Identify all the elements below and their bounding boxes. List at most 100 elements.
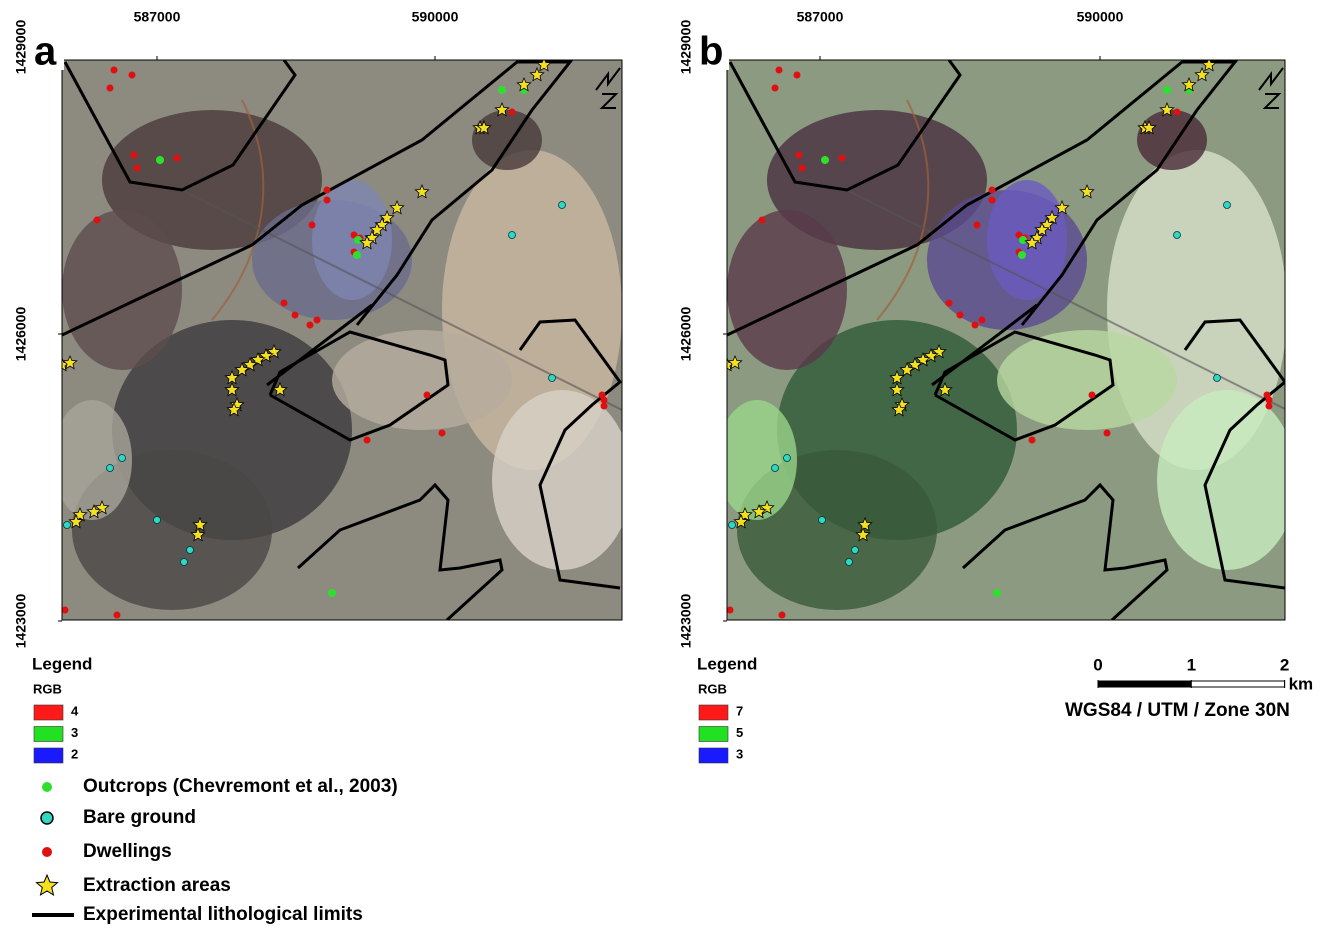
dwelling [778, 611, 786, 619]
dwelling [508, 108, 516, 116]
map-frame [726, 59, 1286, 621]
lithological-limit [63, 60, 297, 192]
extraction-area [68, 513, 84, 529]
terrain-patch [492, 390, 622, 570]
dwelling [128, 71, 136, 79]
extraction-area [62, 354, 78, 370]
scale-label: 1 [1187, 655, 1196, 674]
band-label: 4 [71, 703, 79, 718]
dwelling [106, 84, 114, 92]
extraction-area [1024, 234, 1040, 250]
dwelling [793, 71, 801, 79]
y-tick-label: 1426000 [678, 307, 694, 362]
dwelling [291, 311, 299, 319]
lithological-limit [728, 60, 962, 192]
extraction-area [889, 369, 905, 385]
band-swatch [698, 704, 729, 721]
x-tick-label: 590000 [1077, 9, 1124, 25]
outcrop [1163, 86, 1171, 94]
bare-ground [508, 231, 516, 239]
road [211, 99, 265, 321]
extraction-area [889, 381, 905, 397]
dwelling [130, 151, 138, 159]
lithological-limit [727, 60, 1239, 337]
band-swatch [33, 747, 64, 764]
extraction-area [226, 401, 242, 417]
extraction-area [234, 361, 250, 377]
y-tick-label: 1423000 [13, 594, 29, 649]
extraction-area [369, 221, 385, 237]
dwelling [93, 216, 101, 224]
bare-ground [845, 558, 853, 566]
outcrop [993, 589, 1001, 597]
outcrop [156, 156, 164, 164]
terrain-patch [102, 110, 322, 250]
road [181, 189, 622, 411]
bare-ground [153, 516, 161, 524]
dwelling [945, 299, 953, 307]
dwelling [771, 84, 779, 92]
panel-label: a [34, 30, 57, 74]
outcrop [498, 86, 506, 94]
legend-dwelling [42, 847, 52, 857]
dwelling [1173, 108, 1181, 116]
road [846, 189, 1285, 411]
bare-ground [558, 201, 566, 209]
dwelling [308, 221, 316, 229]
dwelling [133, 164, 141, 172]
y-tick-label: 1426000 [13, 307, 29, 362]
band-label: 5 [736, 725, 743, 740]
extraction-area [733, 513, 749, 529]
extraction-area [379, 209, 395, 225]
bare-ground [63, 521, 71, 529]
extraction-area [1201, 60, 1217, 72]
extraction-area [192, 516, 208, 532]
extraction-area [529, 66, 545, 82]
dwelling [988, 186, 996, 194]
bare-ground [106, 464, 114, 472]
extraction-area [476, 119, 492, 135]
dwelling [956, 311, 964, 319]
dwelling [1103, 429, 1111, 437]
map-frame [61, 59, 623, 621]
extraction-area [751, 503, 767, 519]
dwelling [758, 216, 766, 224]
dwelling [978, 316, 986, 324]
extraction-area [389, 199, 405, 215]
bare-ground [1223, 201, 1231, 209]
bare-ground [818, 516, 826, 524]
north-arrow [595, 67, 621, 109]
map-image [62, 60, 622, 620]
extraction-area [414, 183, 430, 199]
outcrop [821, 156, 829, 164]
outcrop [354, 236, 362, 244]
north-arrow [1258, 67, 1284, 109]
x-tick-label: 587000 [134, 9, 181, 25]
extraction-area [899, 361, 915, 377]
band-swatch [33, 704, 64, 721]
y-tick-label: 1423000 [678, 594, 694, 649]
extraction-area [494, 101, 510, 117]
lithological-limit [518, 318, 622, 590]
terrain-patch [332, 330, 512, 430]
extraction-area [857, 516, 873, 532]
band-swatch [33, 726, 64, 742]
band-label: 2 [71, 746, 78, 761]
dwelling [323, 196, 331, 204]
bare-ground [186, 546, 194, 554]
scale-segment [1097, 680, 1192, 688]
extraction-area [359, 234, 375, 250]
extraction-area [1044, 209, 1060, 225]
dwelling [313, 316, 321, 324]
dwelling [438, 429, 446, 437]
dwelling [280, 299, 288, 307]
outcrop [353, 251, 361, 259]
terrain-patch [727, 210, 847, 370]
x-tick-label: 590000 [412, 9, 459, 25]
dwelling [971, 321, 979, 329]
dwelling [973, 221, 981, 229]
terrain-patch [62, 400, 132, 520]
terrain-patch [62, 210, 182, 370]
band-label: 3 [736, 746, 743, 761]
dwelling [1088, 391, 1096, 399]
